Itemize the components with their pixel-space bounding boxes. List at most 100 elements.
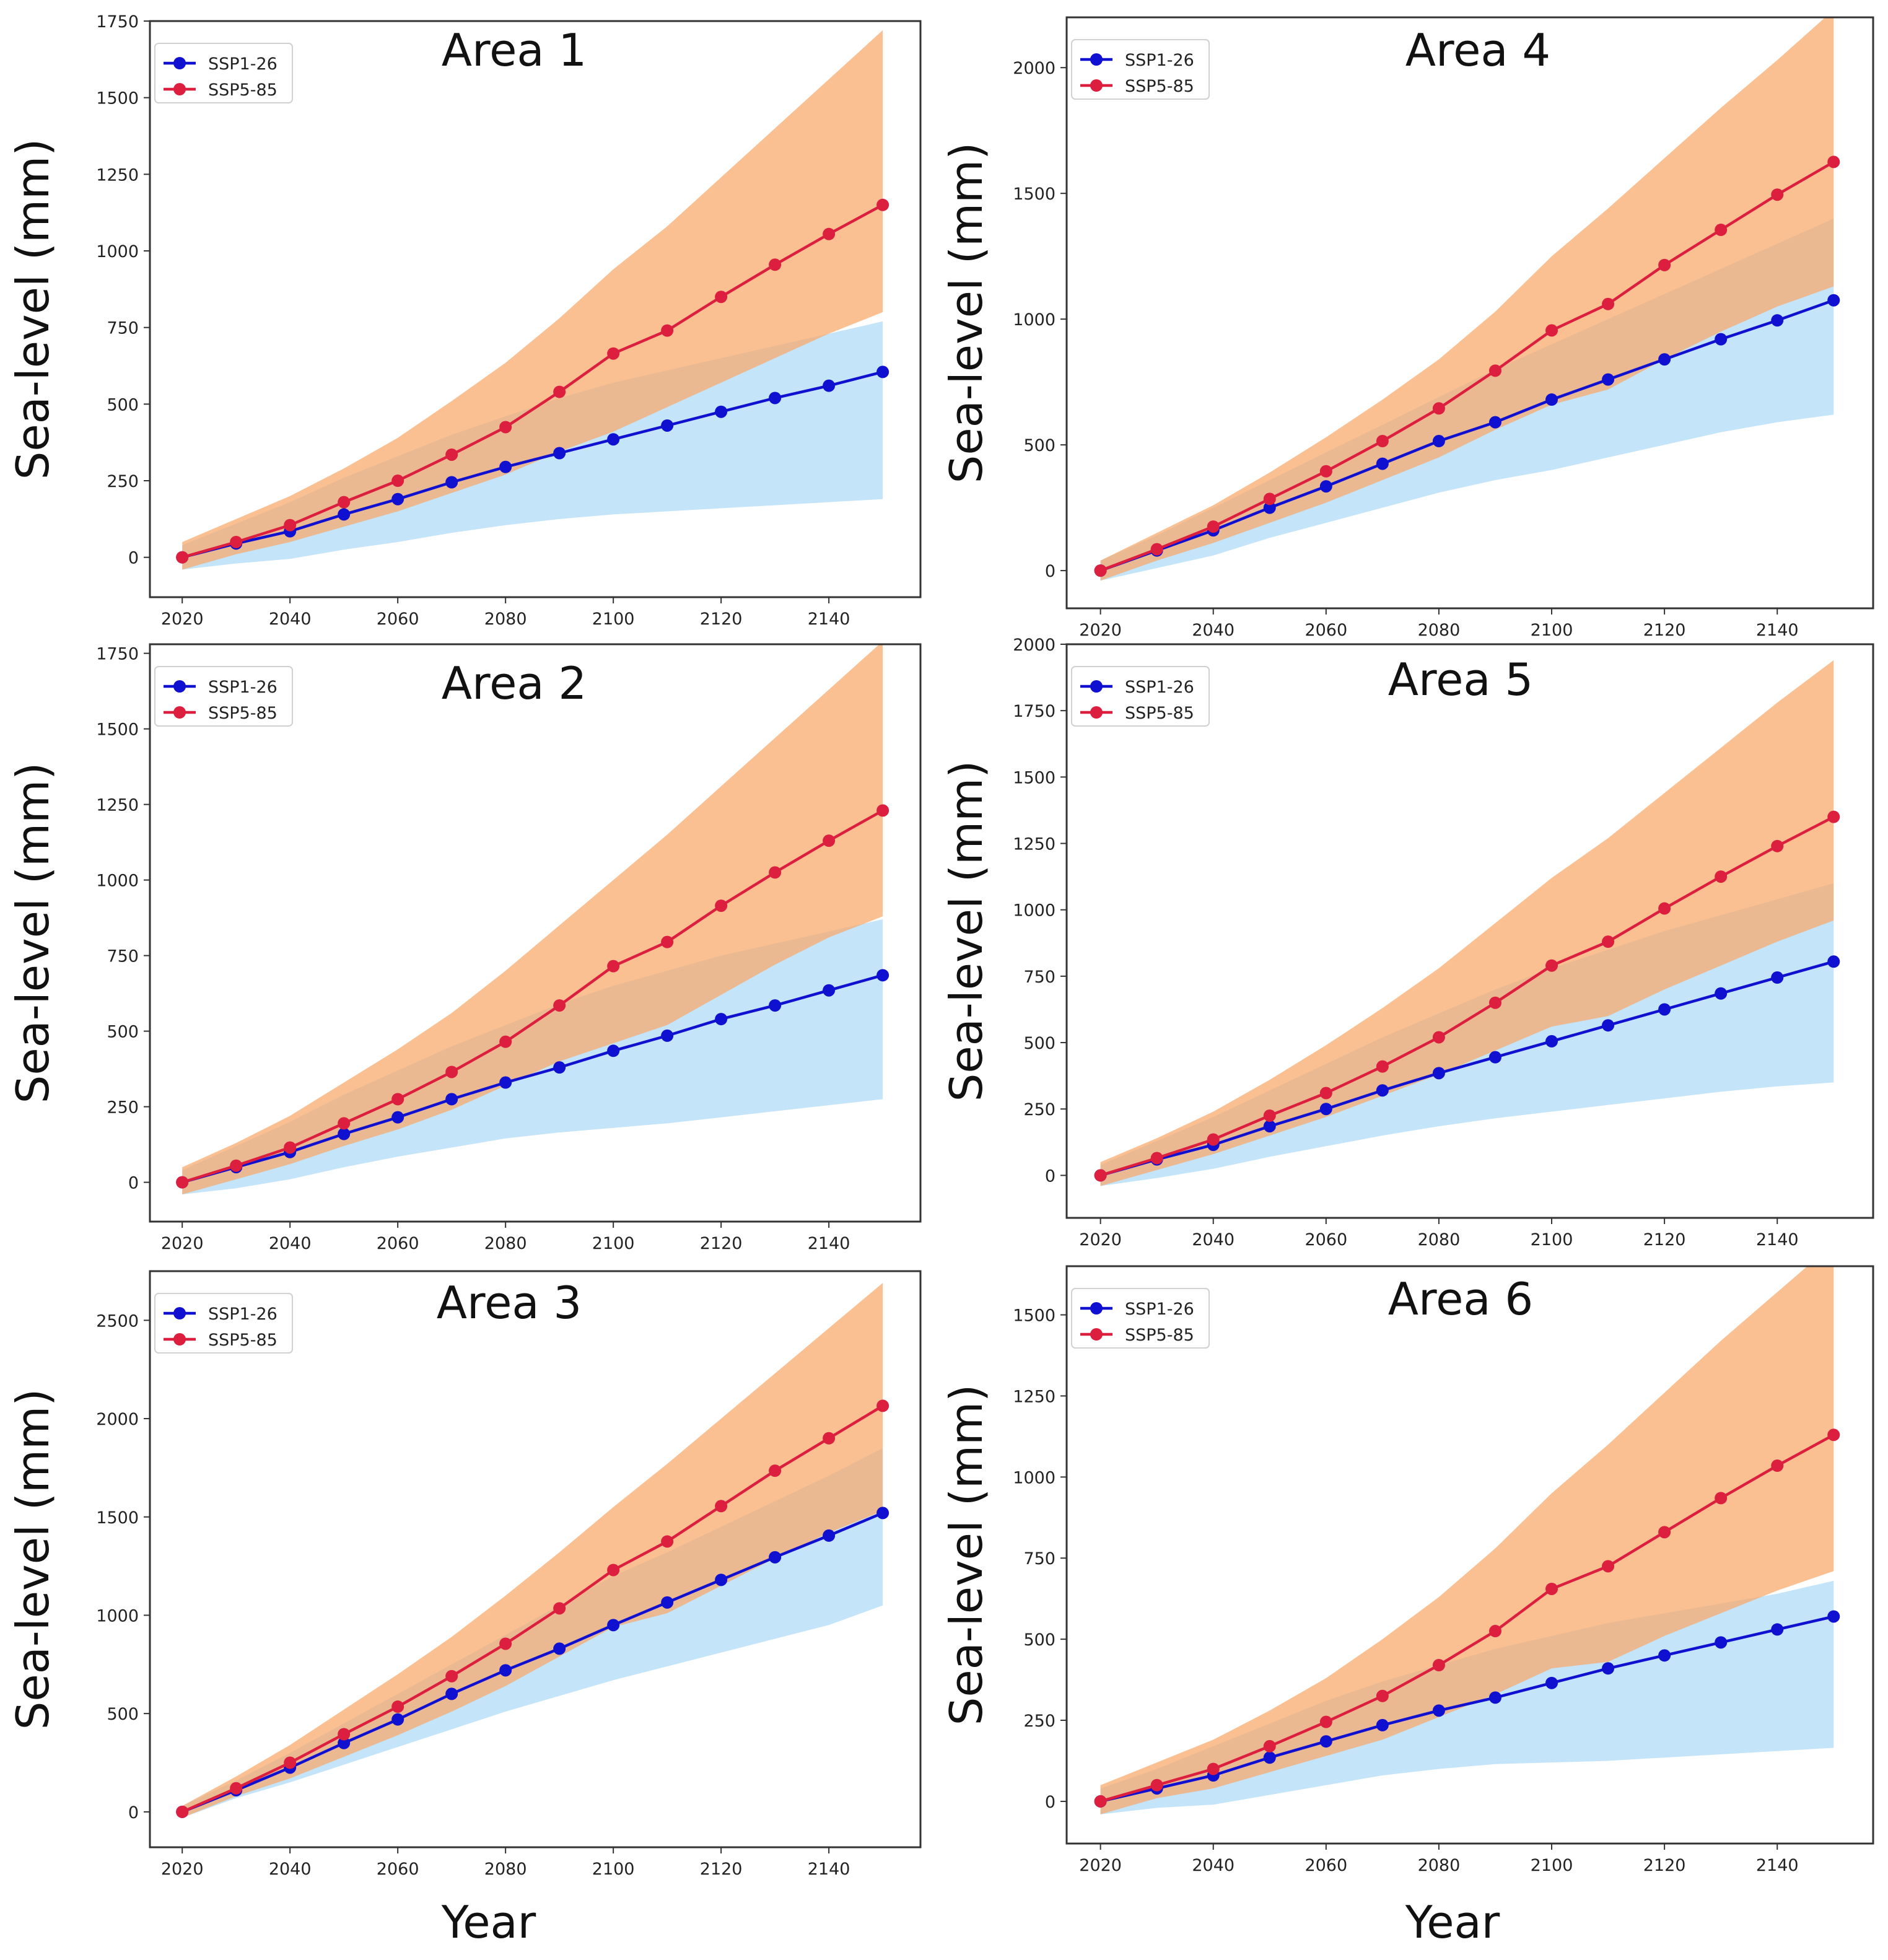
y-tick-label: 750 xyxy=(107,947,139,966)
x-tick-label: 2060 xyxy=(1305,1856,1347,1875)
legend-label-ssp5-85: SSP5-85 xyxy=(1125,1326,1194,1345)
x-tick-label: 2020 xyxy=(1079,621,1122,640)
y-tick-label: 750 xyxy=(107,319,139,338)
data-point-ssp1-26 xyxy=(1263,1120,1276,1133)
data-point-ssp5-85 xyxy=(1602,935,1615,948)
chart-panel-3: 2020 2040 2060 2080 2100 2120 2140 0 250 500 750 10… xyxy=(7,643,922,1253)
data-point-ssp5-85 xyxy=(661,1535,674,1548)
y-axis-label: Sea-level (mm) xyxy=(7,763,59,1104)
data-point-ssp5-85 xyxy=(284,1756,297,1769)
x-tick-label: 2040 xyxy=(1192,1856,1235,1875)
legend-label-ssp1-26: SSP1-26 xyxy=(1125,678,1194,697)
chart-title: Area 6 xyxy=(1388,1273,1533,1325)
axes-frame xyxy=(1065,1265,1874,1845)
y-tick-label: 0 xyxy=(1045,562,1055,581)
data-point-ssp5-85 xyxy=(553,1602,566,1615)
data-point-ssp5-85 xyxy=(1150,1778,1163,1792)
x-tick-label: 2140 xyxy=(1756,621,1799,640)
data-point-ssp1-26 xyxy=(823,379,836,392)
series-line-ssp1-26 xyxy=(181,370,883,559)
data-point-ssp5-85 xyxy=(876,198,889,211)
band-ssp5-85 xyxy=(1100,17,1834,581)
data-point-ssp5-85 xyxy=(1658,1526,1671,1539)
y-tick-label: 1750 xyxy=(96,12,139,32)
data-point-ssp1-26 xyxy=(823,984,836,997)
data-point-ssp5-85 xyxy=(823,227,836,240)
x-tick-label: 2020 xyxy=(1079,1856,1122,1875)
y-tick-label: 2000 xyxy=(1013,636,1055,655)
data-point-ssp1-26 xyxy=(1263,501,1276,514)
legend-label-ssp5-85: SSP5-85 xyxy=(208,81,278,100)
data-point-ssp5-85 xyxy=(338,496,351,509)
legend-label-ssp5-85: SSP5-85 xyxy=(1125,77,1194,96)
data-point-ssp5-85 xyxy=(769,866,782,879)
y-tick-label: 750 xyxy=(1023,968,1055,987)
legend-marker-ssp5-85 xyxy=(173,706,186,719)
data-point-ssp5-85 xyxy=(1715,1492,1728,1505)
data-point-ssp5-85 xyxy=(553,999,566,1012)
data-point-ssp1-26 xyxy=(1771,971,1784,984)
plot-area xyxy=(176,30,889,570)
data-point-ssp5-85 xyxy=(823,1432,836,1445)
data-point-ssp5-85 xyxy=(715,291,728,304)
data-point-ssp5-85 xyxy=(769,258,782,271)
data-point-ssp5-85 xyxy=(338,1728,351,1741)
series-line-ssp5-85 xyxy=(1099,160,1835,572)
data-point-ssp5-85 xyxy=(1545,1582,1558,1595)
data-point-ssp1-26 xyxy=(1376,457,1389,470)
legend-marker-ssp1-26 xyxy=(1090,53,1103,66)
data-point-ssp5-85 xyxy=(823,834,836,847)
x-tick-label: 2060 xyxy=(377,610,419,629)
data-point-ssp5-85 xyxy=(176,1805,189,1818)
data-point-ssp1-26 xyxy=(1376,1084,1389,1097)
data-point-ssp5-85 xyxy=(1488,1625,1501,1638)
data-point-ssp1-26 xyxy=(1319,480,1332,493)
legend-label-ssp5-85: SSP5-85 xyxy=(208,704,278,723)
data-point-ssp5-85 xyxy=(1658,258,1671,271)
data-point-ssp1-26 xyxy=(607,1619,620,1632)
band-ssp5-85 xyxy=(182,644,883,1195)
data-point-ssp5-85 xyxy=(1263,1739,1276,1752)
band-ssp5-85 xyxy=(182,1283,883,1818)
chart-panel-5: 2020 2040 2060 2080 2100 2120 2140 0 500 1000 1500… xyxy=(7,1270,922,1879)
data-point-ssp5-85 xyxy=(607,960,620,973)
x-tick-label: 2080 xyxy=(1418,1230,1461,1249)
data-point-ssp1-26 xyxy=(445,476,458,489)
y-tick-label: 1000 xyxy=(96,872,139,891)
plot-area xyxy=(1094,660,1840,1186)
data-point-ssp1-26 xyxy=(1376,1718,1389,1731)
legend-marker-ssp1-26 xyxy=(1090,1302,1103,1315)
x-tick-label: 2080 xyxy=(484,610,527,629)
legend-marker-ssp5-85 xyxy=(173,1333,186,1345)
y-tick-label: 1000 xyxy=(1013,1468,1055,1487)
legend-label-ssp1-26: SSP1-26 xyxy=(208,1305,278,1324)
y-tick-label: 250 xyxy=(1023,1100,1055,1119)
data-point-ssp5-85 xyxy=(1545,959,1558,972)
x-axis-label-left: Year xyxy=(441,1896,536,1948)
data-point-ssp5-85 xyxy=(1827,155,1840,168)
data-point-ssp5-85 xyxy=(1827,1428,1840,1442)
x-tick-label: 2120 xyxy=(700,1234,743,1253)
data-point-ssp5-85 xyxy=(1319,1715,1332,1728)
y-tick-label: 1500 xyxy=(1013,1306,1055,1326)
data-point-ssp1-26 xyxy=(1715,333,1728,346)
legend-label-ssp1-26: SSP1-26 xyxy=(208,55,278,74)
series-line-ssp1-26 xyxy=(1100,1615,1834,1803)
data-point-ssp5-85 xyxy=(1432,402,1445,415)
data-point-ssp1-26 xyxy=(553,1642,566,1655)
y-tick-label: 2500 xyxy=(96,1311,139,1331)
y-tick-label: 1500 xyxy=(96,1508,139,1528)
data-point-ssp5-85 xyxy=(1376,435,1389,448)
plot-area xyxy=(176,644,889,1195)
data-point-ssp1-26 xyxy=(661,1596,674,1609)
y-tick-label: 250 xyxy=(1023,1712,1055,1731)
x-tick-label: 2040 xyxy=(269,610,312,629)
data-point-ssp1-26 xyxy=(1827,294,1840,307)
data-point-ssp1-26 xyxy=(607,1044,620,1057)
x-tick-label: 2120 xyxy=(700,610,743,629)
x-tick-label: 2140 xyxy=(1756,1856,1799,1875)
data-point-ssp5-85 xyxy=(1771,188,1784,201)
data-point-ssp1-26 xyxy=(1771,314,1784,327)
axes-frame xyxy=(1065,16,1874,610)
data-point-ssp1-26 xyxy=(769,999,782,1012)
